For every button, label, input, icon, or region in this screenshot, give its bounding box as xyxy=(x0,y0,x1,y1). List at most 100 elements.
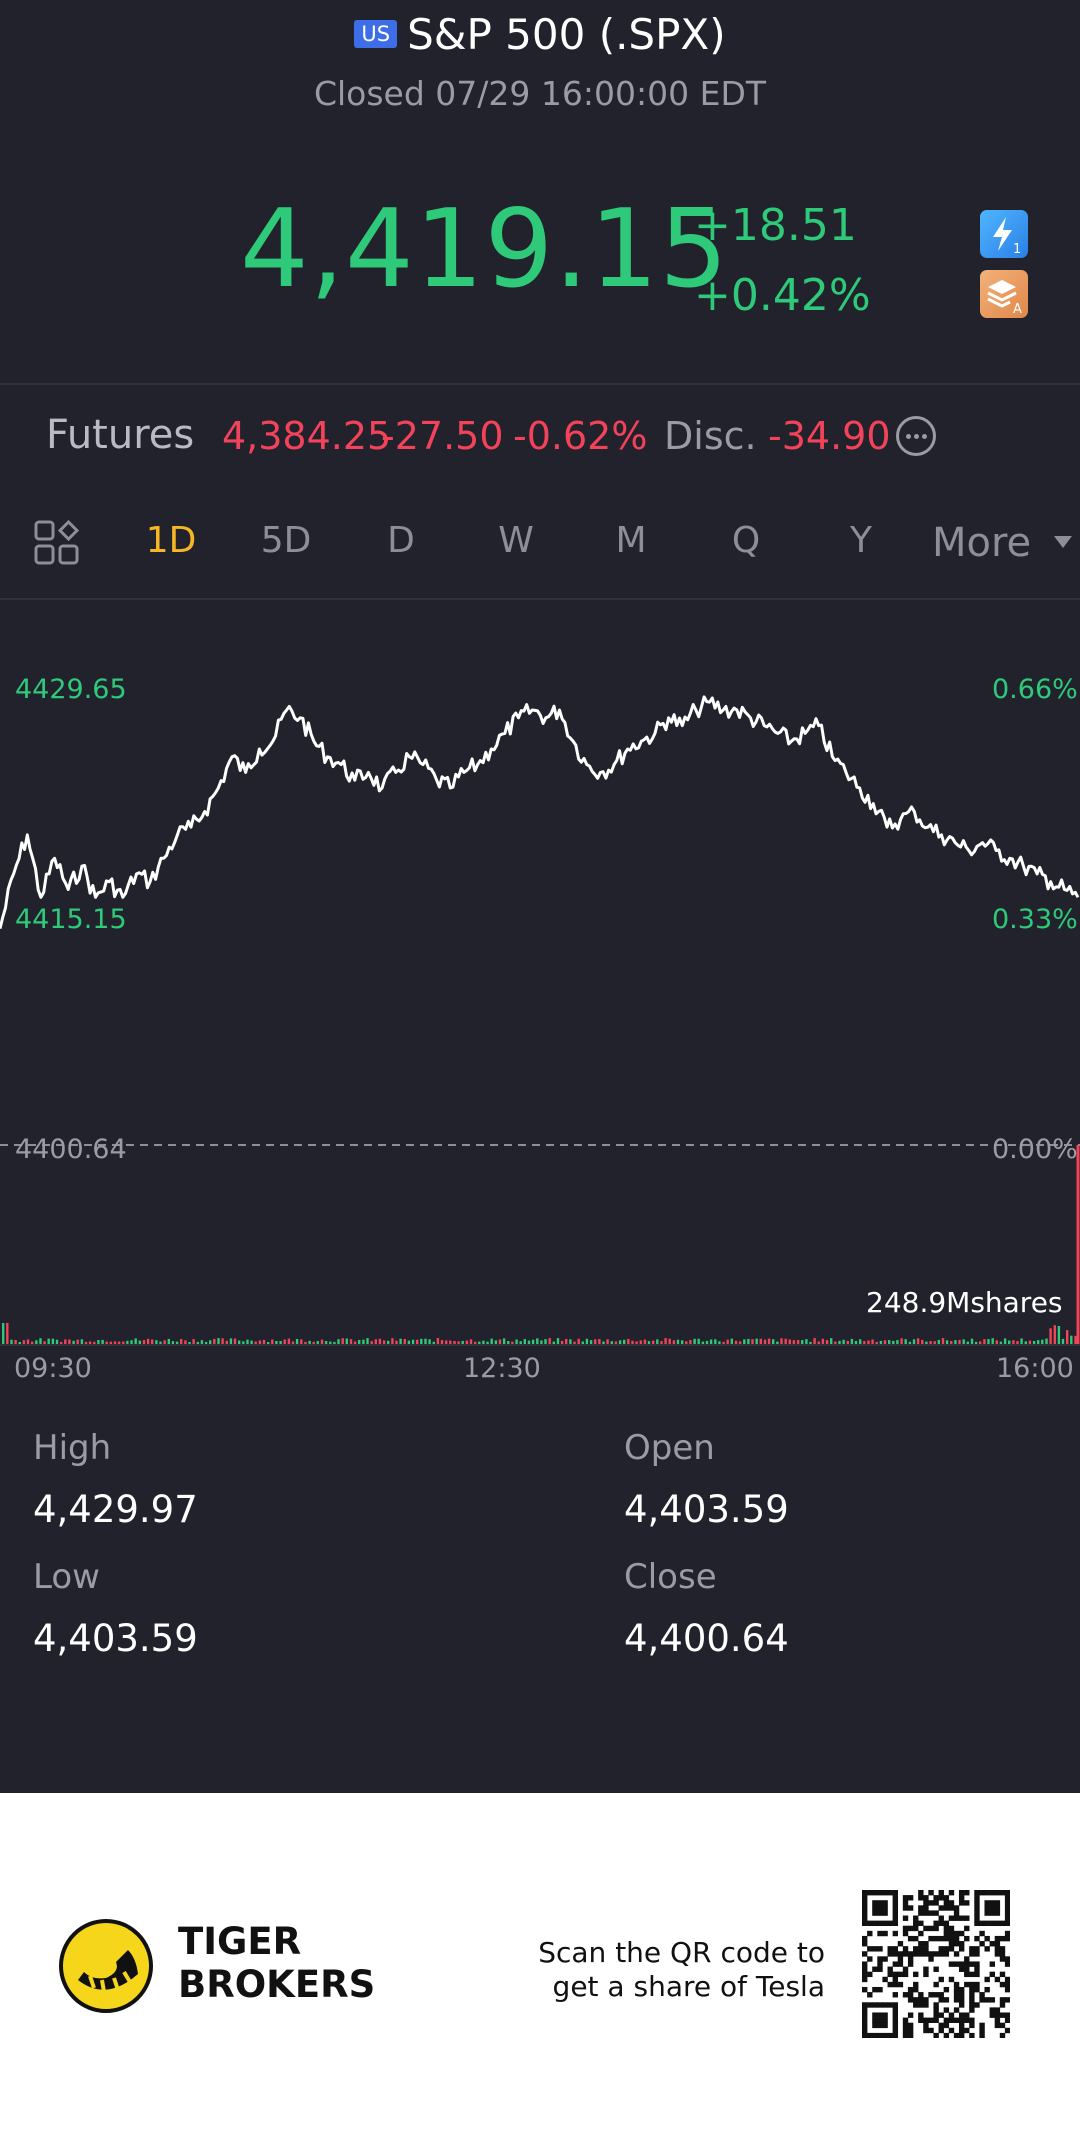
close-value: 4,400.64 xyxy=(624,1617,789,1660)
volume-bar xyxy=(271,1339,274,1345)
more-options-icon[interactable] xyxy=(896,416,936,456)
qr-module xyxy=(918,1992,924,1998)
qr-module xyxy=(933,1925,939,1932)
qr-module xyxy=(913,1951,919,1957)
qr-module xyxy=(892,1992,899,1998)
volume-label: 248.9Mshares xyxy=(866,1286,1063,1319)
qr-module xyxy=(948,1925,955,1932)
qr-module xyxy=(872,1890,878,1896)
qr-module xyxy=(907,1992,914,1998)
volume-bar xyxy=(225,1340,228,1345)
chart-layout-icon[interactable] xyxy=(34,519,80,566)
volume-bar xyxy=(896,1340,899,1345)
qr-module xyxy=(948,1946,955,1952)
lightning-icon[interactable]: 1 xyxy=(980,210,1028,258)
qr-module xyxy=(862,1951,868,1957)
qr-module xyxy=(994,1910,1001,1916)
tab-more[interactable]: More xyxy=(932,520,1032,566)
tab-5d[interactable]: 5D xyxy=(260,520,312,561)
qr-module xyxy=(964,1961,970,1967)
qr-module xyxy=(877,1986,883,1993)
qr-module xyxy=(862,1976,868,1983)
qr-module xyxy=(862,1905,868,1911)
tab-y[interactable]: Y xyxy=(850,520,872,561)
volume-bar xyxy=(734,1340,738,1345)
volume-bar xyxy=(358,1340,361,1345)
volume-bar xyxy=(1049,1328,1052,1345)
volume-bar xyxy=(1037,1340,1040,1345)
volume-bar xyxy=(407,1340,411,1345)
volume-bar xyxy=(474,1341,477,1345)
qr-module xyxy=(918,1997,924,2003)
volume-bar xyxy=(987,1339,990,1345)
qr-module xyxy=(862,1900,868,1906)
volume-bar xyxy=(47,1338,50,1345)
qr-module xyxy=(1004,1905,1010,1911)
volume-bar xyxy=(974,1341,978,1345)
volume-bar xyxy=(113,1341,117,1345)
volume-bar xyxy=(743,1339,746,1345)
volume-bar xyxy=(217,1338,220,1345)
qr-module xyxy=(969,1992,975,1998)
price-change-percent: +0.42% xyxy=(694,270,871,321)
qr-module xyxy=(933,2017,939,2023)
volume-bar xyxy=(391,1338,394,1345)
qr-module xyxy=(958,1992,965,1998)
volume-bar xyxy=(250,1340,253,1345)
qr-code-icon[interactable] xyxy=(862,1890,1010,2038)
qr-module xyxy=(984,1946,990,1952)
volume-bar xyxy=(664,1338,667,1345)
volume-bar xyxy=(602,1341,605,1345)
qr-module xyxy=(974,2002,980,2008)
y-tick-left-high: 4429.65 xyxy=(15,674,127,705)
qr-module xyxy=(923,1966,929,1972)
volume-bar xyxy=(246,1339,249,1345)
volume-bar xyxy=(759,1338,762,1345)
volume-bar xyxy=(916,1338,920,1345)
volume-bar xyxy=(478,1341,481,1345)
qr-module xyxy=(948,1890,955,1896)
qr-module xyxy=(994,1941,1001,1947)
qr-module xyxy=(877,1910,883,1916)
volume-bar xyxy=(428,1339,431,1345)
chevron-down-icon[interactable] xyxy=(1054,536,1072,548)
volume-bar xyxy=(1057,1326,1061,1345)
tab-1d[interactable]: 1D xyxy=(145,520,197,561)
volume-bar xyxy=(312,1341,315,1345)
layers-icon[interactable]: A xyxy=(980,270,1028,318)
volume-bar xyxy=(945,1340,949,1345)
tab-m[interactable]: M xyxy=(615,520,647,561)
qr-module xyxy=(877,1956,883,1962)
discount-label: Disc. xyxy=(664,414,757,458)
qr-module xyxy=(902,2022,909,2029)
volume-bar xyxy=(196,1341,199,1345)
volume-bar xyxy=(519,1341,522,1345)
tab-w[interactable]: W xyxy=(498,520,534,561)
intraday-chart[interactable] xyxy=(0,600,1080,1370)
volume-bar xyxy=(378,1338,382,1345)
volume-bar xyxy=(921,1339,924,1345)
qr-module xyxy=(948,1900,955,1906)
volume-bar xyxy=(912,1339,916,1345)
qr-module xyxy=(994,1976,1001,1983)
qr-module xyxy=(928,1890,934,1896)
low-label: Low xyxy=(33,1557,100,1597)
qr-module xyxy=(1004,1890,1010,1896)
volume-bar xyxy=(80,1339,84,1345)
volume-bar xyxy=(755,1338,758,1345)
qr-module xyxy=(882,1956,888,1962)
tab-d[interactable]: D xyxy=(387,520,415,561)
qr-module xyxy=(907,1961,914,1967)
volume-bar xyxy=(979,1341,982,1345)
volume-bar xyxy=(39,1338,42,1345)
tab-q[interactable]: Q xyxy=(731,520,761,561)
qr-module xyxy=(958,1900,965,1906)
volume-bar xyxy=(60,1341,63,1345)
volume-bar xyxy=(531,1339,535,1345)
qr-module xyxy=(913,1915,919,1921)
qr-module xyxy=(979,2022,985,2029)
volume-bar xyxy=(726,1339,729,1345)
volume-bar xyxy=(937,1339,940,1345)
volume-bar xyxy=(709,1339,713,1345)
qr-module xyxy=(969,1946,975,1952)
